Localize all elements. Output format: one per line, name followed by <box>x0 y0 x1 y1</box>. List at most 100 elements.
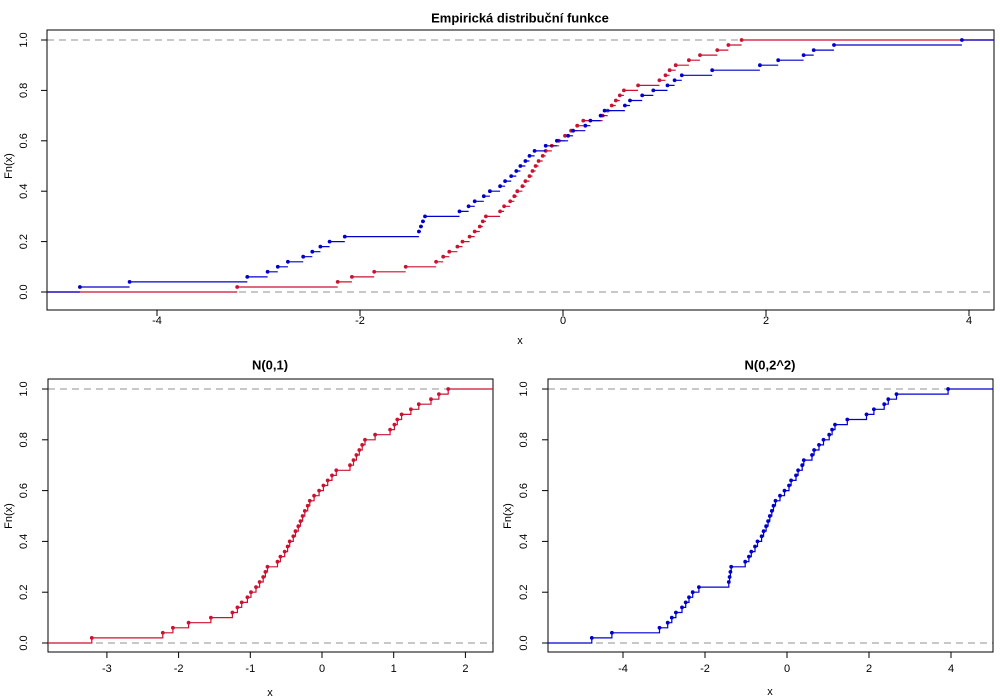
ecdf-point <box>581 118 586 123</box>
ecdf-point <box>263 570 268 574</box>
n04-x-axis-label: x <box>767 686 773 698</box>
y-tick-label: 0.2 <box>18 234 30 249</box>
ecdf-point <box>623 103 627 108</box>
ecdf-point <box>275 264 280 269</box>
ecdf-point <box>555 138 559 143</box>
ecdf-point <box>665 620 670 625</box>
ecdf-point <box>245 595 250 600</box>
ecdf-point <box>351 458 356 462</box>
plot-panel-combined: -4 -2 0 2 4 0.0 0.2 0.4 0.6 0.8 1.0 <box>18 29 995 327</box>
ecdf-point <box>460 239 465 244</box>
ecdf-point <box>667 68 672 73</box>
ecdf-point <box>894 392 899 396</box>
ecdf-point <box>749 549 754 554</box>
ecdf-point <box>683 600 688 605</box>
plot-frame <box>47 378 494 653</box>
ecdf-point <box>334 468 339 473</box>
ecdf-point <box>160 630 165 635</box>
ecdf-point <box>235 605 240 610</box>
ecdf-point <box>423 214 427 219</box>
ecdf-point <box>527 154 532 158</box>
y-tick-label: 1.0 <box>18 32 30 47</box>
ecdf-point <box>325 478 330 483</box>
ecdf-point <box>773 498 778 503</box>
ecdf-point <box>171 625 175 630</box>
ecdf-point <box>373 432 377 437</box>
ecdf-point <box>672 78 677 83</box>
ecdf-point <box>753 544 757 549</box>
ecdf-point <box>421 219 425 224</box>
x-tick-label: -2 <box>174 663 184 675</box>
ecdf-point <box>687 595 691 600</box>
ecdf-point <box>532 149 537 153</box>
ecdf-point <box>127 280 132 284</box>
ecdf-point <box>715 48 720 52</box>
ecdf-point <box>610 630 614 635</box>
ecdf-point <box>833 422 837 427</box>
ecdf-point <box>543 143 548 148</box>
x-tick-label: 2 <box>763 315 769 327</box>
ecdf-point <box>872 407 876 412</box>
ecdf-point <box>508 199 513 204</box>
ecdf-points-n01 <box>235 38 744 289</box>
ecdf-point <box>335 280 340 284</box>
x-tick-label: -4 <box>618 663 628 675</box>
ecdf-point <box>811 48 816 52</box>
ecdf-point <box>886 397 891 402</box>
ecdf-point <box>249 590 253 595</box>
ecdf-point <box>363 437 367 442</box>
ecdf-point <box>589 636 594 640</box>
ecdf-point <box>434 259 438 264</box>
x-tick-label: 0 <box>560 315 566 327</box>
plot-panel-n01-panel: -3 -2 -1 0 1 2 0.0 0.2 0.4 0.6 0.8 1.0 <box>18 378 494 675</box>
ecdf-point <box>502 204 506 209</box>
ecdf-point <box>726 580 731 584</box>
ecdf-point <box>602 108 607 113</box>
ecdf-point <box>498 184 502 189</box>
ecdf-point <box>657 625 662 630</box>
ecdf-point <box>761 529 766 534</box>
ecdf-point <box>729 564 734 569</box>
ecdf-points-n01 <box>89 387 451 640</box>
y-tick-label: 0.0 <box>18 635 30 650</box>
ecdf-point <box>727 575 732 579</box>
ecdf-point <box>417 229 421 234</box>
y-tick-label: 1.0 <box>18 381 30 396</box>
ecdf-point <box>680 605 684 610</box>
ecdf-point <box>484 214 488 219</box>
ecdf-point <box>388 427 392 432</box>
n04-plot-title: N(0,2^2) <box>744 357 796 373</box>
x-tick-label: 4 <box>966 315 972 327</box>
ecdf-point <box>235 285 240 289</box>
ecdf-point <box>512 194 517 199</box>
ecdf-point <box>739 38 744 42</box>
ecdf-point <box>669 615 674 620</box>
ecdf-point <box>755 539 760 544</box>
ecdf-point <box>771 503 776 508</box>
ecdf-point <box>533 164 538 168</box>
ecdf-point <box>327 239 332 244</box>
ecdf-point <box>617 93 622 98</box>
ecdf-point <box>566 133 570 138</box>
x-tick-label: 0 <box>784 663 790 675</box>
ecdf-point <box>291 534 296 539</box>
ecdf-point <box>265 564 270 569</box>
ecdf-point <box>429 397 433 402</box>
ecdf-point <box>882 402 887 407</box>
ecdf-point <box>395 417 400 422</box>
ecdf-point <box>354 453 359 457</box>
ecdf-point <box>764 524 768 529</box>
ecdf-point <box>437 392 441 396</box>
ecdf-point <box>515 189 520 194</box>
ecdf-point <box>89 636 94 640</box>
ecdf-point <box>758 63 762 68</box>
ecdf-point <box>472 229 477 234</box>
ecdf-point <box>687 58 691 63</box>
ecdf-point <box>830 427 834 432</box>
ecdf-point <box>419 224 423 229</box>
plot-frame <box>46 29 995 311</box>
ecdf-point <box>245 275 250 279</box>
ecdf-point <box>520 184 525 189</box>
